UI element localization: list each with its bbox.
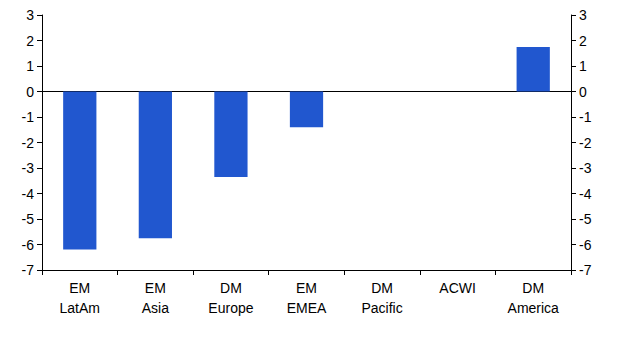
svg-text:-6: -6 xyxy=(22,237,35,253)
svg-text:Asia: Asia xyxy=(142,300,169,316)
svg-text:-4: -4 xyxy=(579,186,592,202)
svg-text:-7: -7 xyxy=(579,262,592,278)
svg-text:-2: -2 xyxy=(579,135,592,151)
svg-text:EM: EM xyxy=(296,280,317,296)
svg-text:ACWI: ACWI xyxy=(439,280,476,296)
svg-text:DM: DM xyxy=(522,280,544,296)
svg-text:3: 3 xyxy=(579,7,587,23)
svg-text:EM: EM xyxy=(145,280,166,296)
svg-text:0: 0 xyxy=(26,84,34,100)
svg-text:-5: -5 xyxy=(22,211,35,227)
svg-text:-2: -2 xyxy=(22,135,35,151)
svg-text:2: 2 xyxy=(26,33,34,49)
svg-text:2: 2 xyxy=(579,33,587,49)
svg-text:-6: -6 xyxy=(579,237,592,253)
svg-text:DM: DM xyxy=(220,280,242,296)
svg-text:-1: -1 xyxy=(22,109,35,125)
svg-text:LatAm: LatAm xyxy=(60,300,100,316)
svg-text:-3: -3 xyxy=(22,160,35,176)
svg-text:-4: -4 xyxy=(22,186,35,202)
svg-text:-1: -1 xyxy=(579,109,592,125)
svg-text:1: 1 xyxy=(579,58,587,74)
svg-text:DM: DM xyxy=(371,280,393,296)
svg-text:Europe: Europe xyxy=(208,300,253,316)
svg-text:1: 1 xyxy=(26,58,34,74)
svg-text:America: America xyxy=(508,300,560,316)
svg-text:3: 3 xyxy=(26,7,34,23)
svg-text:Pacific: Pacific xyxy=(361,300,402,316)
svg-text:0: 0 xyxy=(579,84,587,100)
svg-text:-5: -5 xyxy=(579,211,592,227)
svg-text:EMEA: EMEA xyxy=(287,300,327,316)
svg-text:EM: EM xyxy=(69,280,90,296)
svg-text:-3: -3 xyxy=(579,160,592,176)
svg-text:-7: -7 xyxy=(22,262,35,278)
